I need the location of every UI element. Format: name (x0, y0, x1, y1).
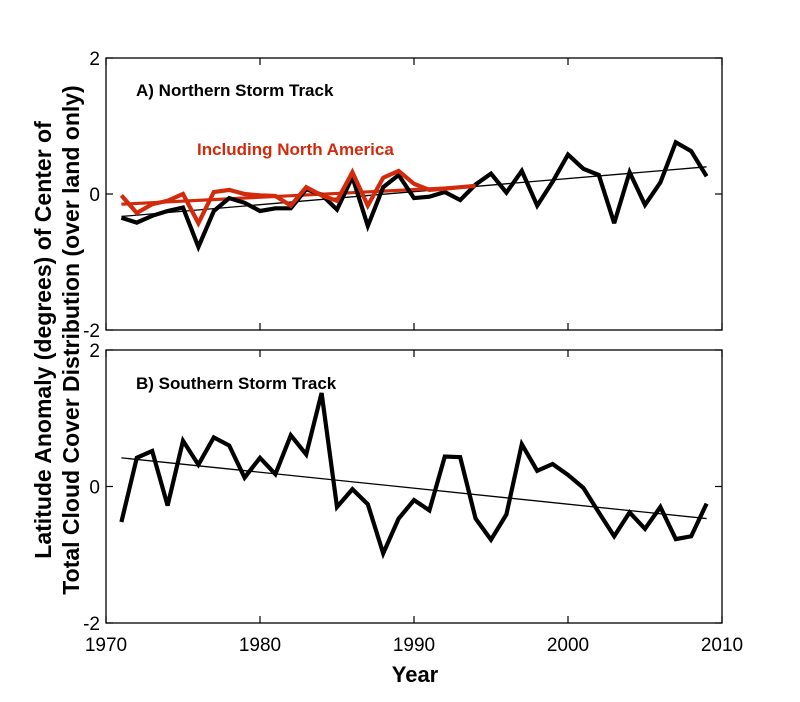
panel-b-title: B) Southern Storm Track (136, 374, 337, 393)
y-axis-label-line-1: Latitude Anomaly (degrees) of Center of (30, 121, 56, 559)
panel-b-ytick-label: 0 (89, 478, 100, 499)
panel-a-series-line-north_america (119, 167, 476, 228)
panel-b-ytick-label: 2 (89, 341, 100, 362)
panel-a-ytick-label: 2 (89, 49, 100, 70)
panel-b-ytick-label: -2 (83, 614, 100, 635)
y-axis-label-line-2: Total Cloud Cover Distribution (over lan… (58, 85, 84, 594)
panel-b-xtick-label: 1970 (85, 635, 127, 656)
panel-a-title: A) Northern Storm Track (136, 81, 334, 100)
panel-b-trend-line-trend (121, 457, 707, 520)
panel-b-series-line-main (119, 392, 709, 560)
panel-a-series-line-main (120, 139, 709, 253)
x-axis-label: Year (392, 662, 439, 687)
panel-a-ytick-label: 0 (89, 185, 100, 206)
panel-b-xtick-label: 2010 (701, 635, 743, 656)
panel-a-series-annotation: Including North America (197, 140, 394, 159)
panel-a-ytick-label: -2 (83, 321, 100, 342)
panel-b-xtick-label: 1990 (393, 635, 435, 656)
panel-b-xtick-label: 2000 (547, 635, 589, 656)
panel-a-northern-storm-track: -2 0 2 A) Northern Storm Track Including Nor… (83, 49, 723, 342)
panel-b-southern-storm-track: -2 0 2 1970 1980 1990 2000 2010 B) Southern Stor… (83, 341, 743, 656)
panel-b-xtick-label: 1980 (239, 635, 281, 656)
